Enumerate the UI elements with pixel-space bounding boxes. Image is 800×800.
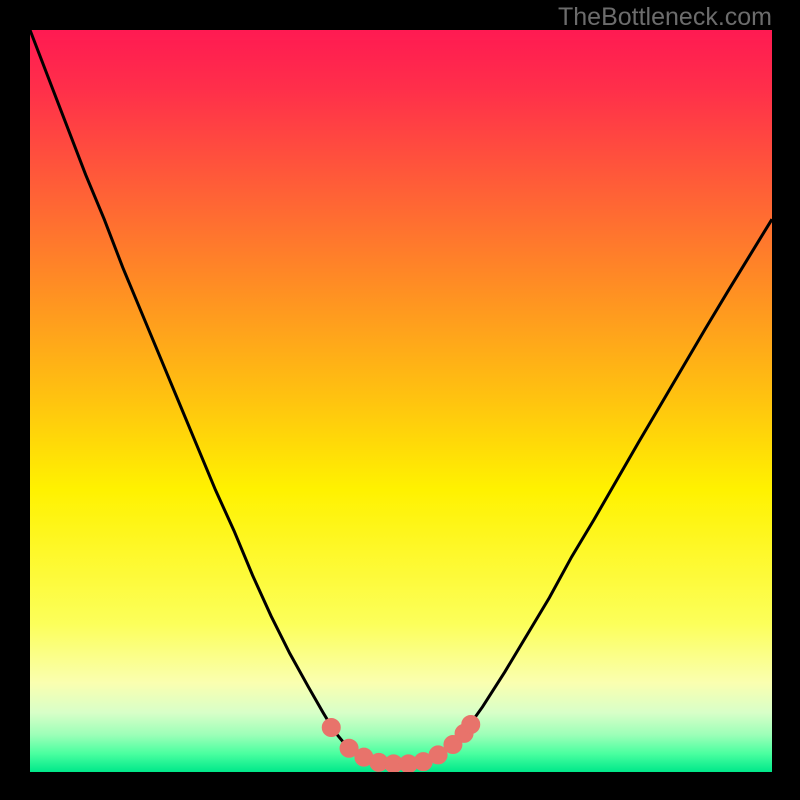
valley-marker <box>462 716 480 734</box>
plot-area <box>30 30 772 772</box>
marker-layer-svg <box>30 30 772 772</box>
valley-marker <box>322 718 340 736</box>
figure-root: TheBottleneck.com <box>0 0 800 800</box>
watermark-text: TheBottleneck.com <box>558 3 772 32</box>
